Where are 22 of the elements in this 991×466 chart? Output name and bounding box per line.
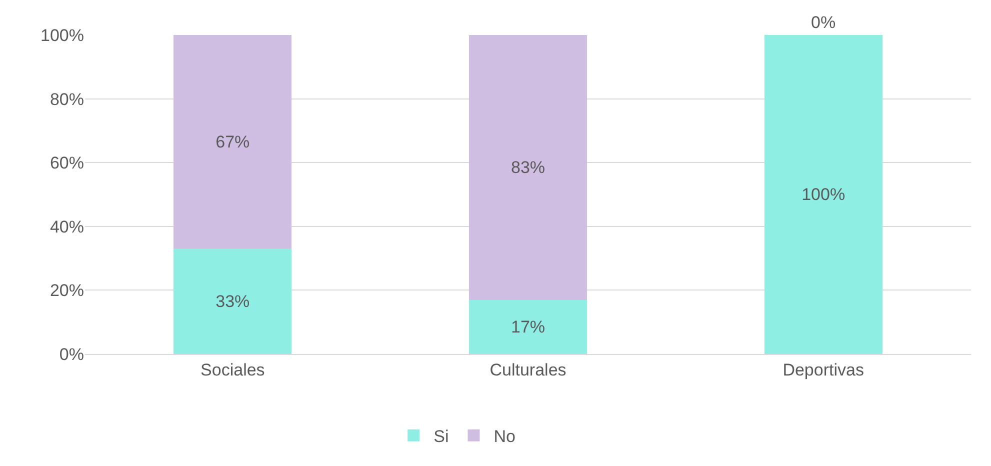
legend-label: Si [434, 426, 449, 446]
bar [468, 35, 588, 300]
data-label: 67% [216, 132, 250, 152]
data-label: 17% [510, 317, 546, 336]
bar [468, 300, 588, 354]
y-tick-label: 40% [50, 217, 84, 236]
x-tick-label: Deportivas [782, 360, 864, 380]
bar [174, 248, 292, 354]
y-tick-label: 20% [50, 281, 84, 300]
data-label: 0% [811, 13, 836, 32]
x-tick-label: Sociales [200, 360, 265, 380]
bar [174, 35, 292, 249]
y-tick-label: 0% [59, 344, 84, 364]
data-label: 33% [216, 292, 250, 311]
y-tick-label: 60% [50, 154, 84, 173]
bar [764, 35, 882, 354]
data-label: 100% [802, 185, 846, 204]
y-tick-label: 80% [50, 90, 84, 109]
y-tick-label: 100% [40, 26, 84, 45]
x-tick-label: Culturales [490, 360, 566, 380]
data-label: 83% [510, 158, 546, 177]
legend-label: No [494, 426, 516, 446]
